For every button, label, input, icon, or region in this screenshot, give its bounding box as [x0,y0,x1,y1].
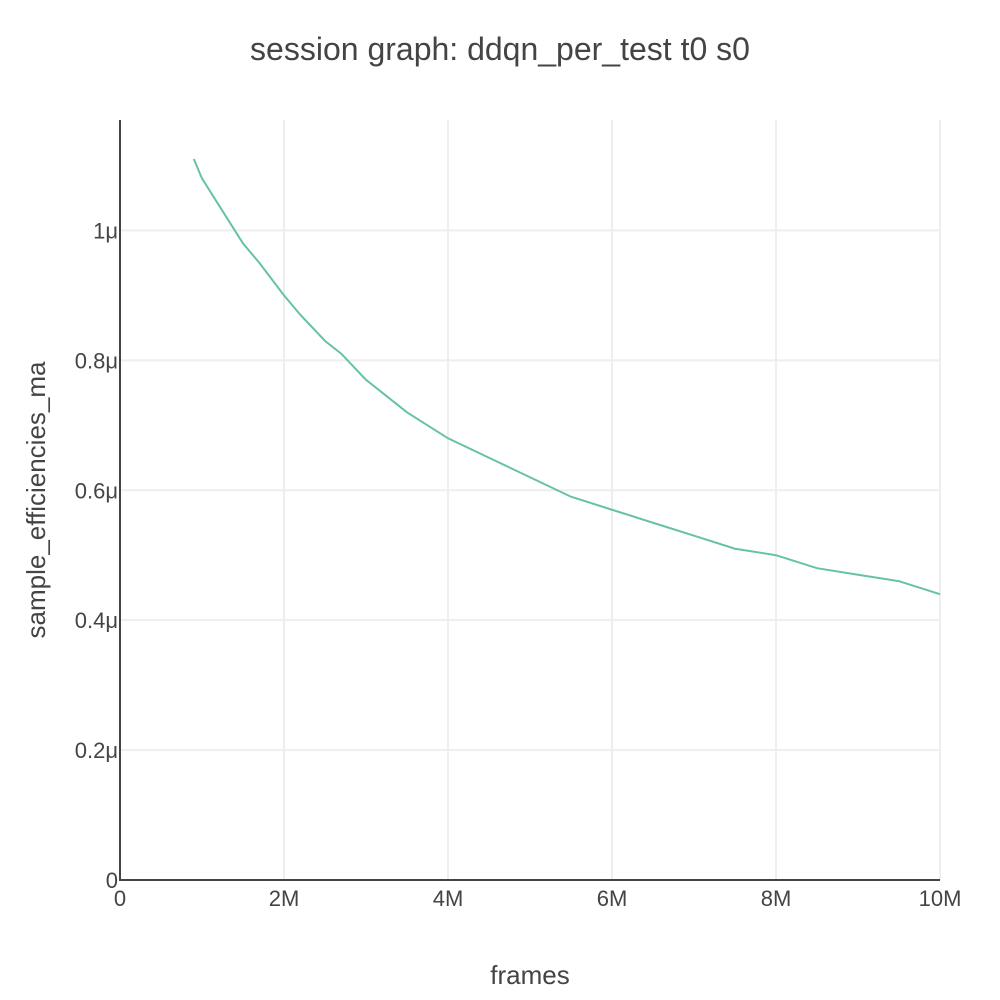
y-axis-label: sample_efficiencies_ma [21,361,51,639]
x-tick-label: 0 [114,886,126,911]
x-axis-label: frames [490,960,569,990]
series-layer [192,158,941,596]
chart-title: session graph: ddqn_per_test t0 s0 [250,31,750,67]
y-tick-label: 0.6μ [75,478,118,503]
grid-layer [120,120,941,880]
x-tick-label: 6M [597,886,628,911]
x-tick-label: 10M [919,886,962,911]
x-tick-label: 8M [761,886,792,911]
y-tick-label: 0.2μ [75,738,118,763]
series-line [192,158,941,596]
x-tick-label: 2M [269,886,300,911]
y-tick-label: 0.8μ [75,348,118,373]
y-tick-label: 0.4μ [75,608,118,633]
x-tick-label: 4M [433,886,464,911]
ticks-layer: 0 2M 4M 6M 8M 10M 0 0.2μ 0.4μ 0.6μ 0.8μ 1μ [75,218,962,911]
y-tick-label: 1μ [93,218,118,243]
axes-layer [119,120,940,881]
y-tick-label: 0 [106,868,118,893]
